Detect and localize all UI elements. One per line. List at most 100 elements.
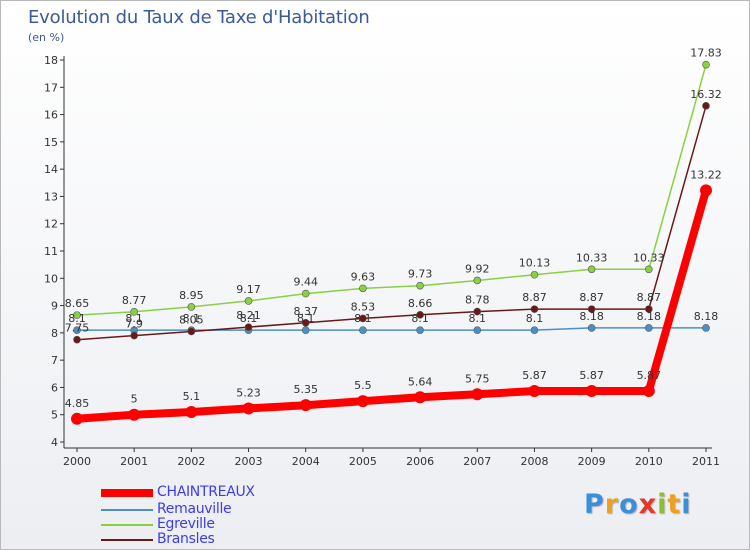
series-point: [645, 265, 653, 274]
data-label: 16.32: [690, 88, 722, 101]
data-label: 5.87: [579, 369, 604, 382]
series-point: [530, 305, 539, 313]
series-point: [702, 324, 710, 332]
legend-label: Remauville: [157, 501, 232, 517]
y-tick-label: 12: [44, 218, 58, 231]
series-point: [73, 335, 81, 344]
series-point: [645, 324, 653, 332]
x-tick-label: 2003: [235, 455, 263, 468]
y-tick-label: 6: [51, 381, 58, 394]
series-point: [130, 331, 138, 340]
logo-letter: x: [638, 489, 658, 520]
y-tick-label: 16: [44, 109, 58, 122]
series-point: [244, 323, 253, 331]
legend-label: Egreville: [157, 516, 215, 532]
series-point: [185, 405, 198, 418]
x-tick-label: 2000: [63, 455, 91, 468]
data-label: 10.33: [633, 251, 665, 264]
series-point: [473, 276, 482, 285]
series-point: [73, 326, 81, 334]
y-tick-label: 4: [51, 436, 58, 449]
y-tick-label: 17: [44, 81, 58, 94]
series-point: [700, 184, 712, 197]
y-tick-label: 18: [44, 54, 58, 67]
data-label: 8.78: [465, 294, 490, 307]
proxiti-logo: Proxiti: [584, 489, 692, 520]
data-label: 7.75: [65, 322, 90, 335]
x-tick-label: 2007: [463, 455, 491, 468]
data-label: 8.18: [579, 310, 604, 323]
series-point: [587, 305, 596, 313]
chart-series-lines: [71, 60, 712, 425]
data-label: 8.53: [351, 300, 376, 313]
chart-data-labels: 8.1 8.1 8.1 8.1 8.1 8.1 8.1 8.1 8.1 8.18 8.18 8.18 8…: [65, 47, 722, 410]
logo-letter: P: [584, 489, 605, 520]
legend-swatch: [101, 539, 153, 541]
x-tick-label: 2004: [292, 455, 320, 468]
data-label: 8.66: [408, 297, 433, 310]
y-tick-label: 10: [44, 272, 58, 285]
y-tick-label: 9: [51, 300, 58, 313]
y-tick-label: 13: [44, 190, 58, 203]
data-label: 8.65: [65, 297, 90, 310]
data-label: 10.33: [576, 251, 608, 264]
series-point: [359, 284, 367, 293]
series-point: [299, 399, 312, 412]
series-line: [76, 63, 707, 316]
series-point: [359, 314, 367, 323]
data-label: 7.9: [125, 318, 143, 331]
series-point: [416, 326, 424, 334]
data-label: 9.73: [408, 268, 433, 281]
data-label: 8.1: [354, 312, 372, 325]
series-line: [73, 186, 710, 423]
data-label: 9.17: [236, 283, 261, 296]
logo-letter: i: [681, 489, 692, 520]
x-tick-label: 2011: [692, 455, 720, 468]
data-label: 8.87: [522, 291, 547, 304]
logo-letter: t: [667, 489, 682, 520]
data-label: 8.1: [183, 312, 201, 325]
data-label: 5.35: [293, 383, 318, 396]
series-point: [642, 384, 655, 397]
data-label: 5.64: [408, 375, 433, 388]
series-point: [530, 270, 539, 279]
logo-letter: r: [604, 489, 620, 520]
series-point: [130, 308, 138, 316]
data-label: 9.92: [465, 262, 490, 275]
legend-swatch: [101, 524, 153, 526]
x-tick-label: 2009: [578, 455, 606, 468]
series-point: [242, 402, 255, 415]
series-point: [530, 326, 539, 334]
series-line: [76, 327, 707, 331]
y-tick-label: 8: [51, 327, 58, 340]
series-point: [587, 265, 596, 274]
data-label: 8.05: [179, 313, 204, 326]
y-tick-label: 5: [51, 409, 58, 422]
x-tick-label: 2006: [406, 455, 434, 468]
data-label: 8.1: [297, 312, 315, 325]
x-tick-label: 2010: [635, 455, 663, 468]
legend-swatch: [101, 489, 153, 497]
series-point: [301, 289, 310, 298]
legend-swatch: [101, 509, 153, 511]
data-label: 17.83: [690, 47, 722, 60]
data-label: 5.75: [465, 372, 490, 385]
data-label: 8.1: [526, 312, 544, 325]
data-label: 8.18: [694, 310, 719, 323]
legend-label: Bransles: [157, 531, 215, 547]
data-label: 8.1: [469, 312, 487, 325]
series-point: [473, 326, 482, 334]
series-point: [71, 412, 83, 425]
series-point: [128, 408, 141, 421]
data-label: 8.1: [240, 312, 258, 325]
series-point: [301, 326, 310, 334]
data-label: 5.23: [236, 386, 261, 399]
chart-axes: 4 5 6 7 8 9 10 11 12 13 14 15 16 17 18 2000 2001 2002 2003…: [44, 54, 720, 468]
data-label: 9.63: [351, 270, 376, 283]
data-label: 8.18: [637, 310, 662, 323]
series-point: [244, 297, 253, 305]
data-label: 10.13: [519, 257, 551, 270]
data-label: 5.5: [354, 379, 372, 392]
